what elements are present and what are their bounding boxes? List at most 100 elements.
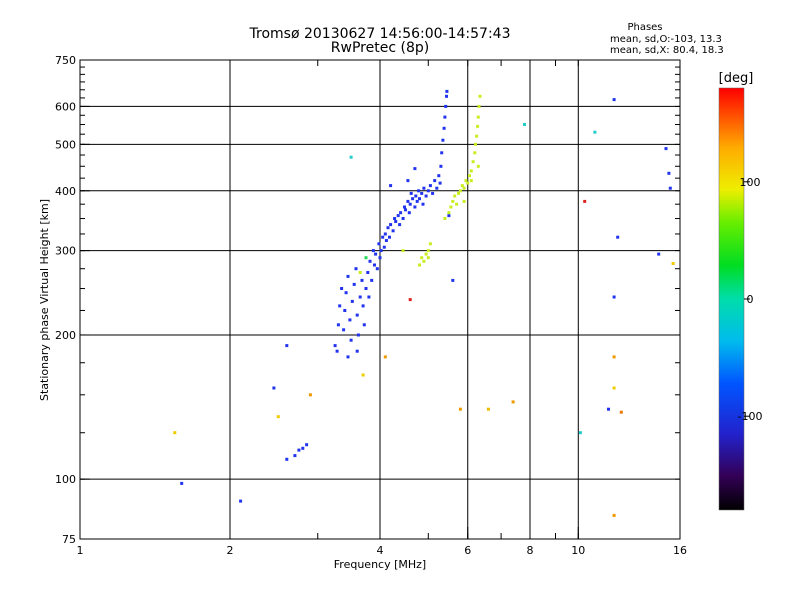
plot-frame: [79, 59, 681, 540]
data-point: [457, 191, 460, 195]
data-point: [437, 174, 441, 178]
x-tick-label: 6: [464, 544, 471, 557]
data-point: [349, 338, 353, 342]
data-point: [664, 147, 668, 151]
data-point: [370, 278, 374, 282]
chart-subtitle: RwPretec (8p): [330, 40, 430, 56]
data-point: [426, 189, 430, 193]
data-point: [443, 115, 447, 119]
y-tick-label: 400: [55, 185, 76, 198]
chart-title: Tromsø 20130627 14:56:00-14:57:43: [249, 26, 511, 42]
data-point: [394, 220, 398, 223]
y-tick-label: 500: [55, 138, 76, 151]
data-point: [443, 217, 447, 220]
data-point: [612, 386, 616, 390]
data-point: [401, 249, 405, 253]
phase-stats-x-mean: 80.4: [672, 45, 696, 56]
data-point: [426, 249, 430, 253]
data-point: [378, 256, 382, 260]
data-point: [361, 304, 365, 308]
data-point: [671, 262, 675, 265]
data-point: [352, 282, 356, 286]
data-point: [401, 217, 405, 220]
data-point: [578, 431, 582, 435]
data-point: [350, 299, 354, 303]
data-point: [407, 211, 411, 215]
x-tick-label: 4: [377, 544, 384, 557]
data-point: [366, 271, 370, 274]
data-point: [358, 271, 362, 274]
data-point: [373, 263, 376, 267]
data-point: [383, 232, 387, 236]
data-point: [389, 184, 393, 188]
data-point: [374, 252, 378, 256]
data-point: [388, 235, 391, 239]
data-point: [301, 446, 305, 450]
data-point: [612, 513, 616, 517]
data-point: [344, 291, 348, 295]
x-tick-label: 8: [527, 544, 534, 557]
x-axis-label: Frequency [MHz]: [334, 558, 426, 571]
data-point: [293, 454, 297, 458]
data-point: [406, 199, 410, 203]
colorbar-label: [deg]: [719, 71, 754, 86]
data-point: [619, 410, 623, 414]
data-point: [361, 373, 365, 377]
data-point: [409, 191, 413, 195]
y-tick-label: 200: [55, 329, 76, 342]
data-point: [413, 205, 417, 209]
data-point: [408, 202, 412, 206]
data-point: [426, 256, 430, 260]
data-point: [462, 199, 466, 203]
data-point: [445, 94, 448, 98]
data-point: [462, 186, 466, 190]
data-point: [444, 104, 448, 108]
y-tick-label: 75: [62, 533, 76, 546]
phase-stats-o-sd: 13.3: [699, 34, 722, 45]
data-point: [342, 328, 346, 332]
data-point: [469, 179, 473, 183]
data-point: [593, 130, 597, 134]
phase-stats-o-mean: -103: [670, 34, 694, 45]
colorbar: [719, 88, 744, 510]
y-axis-label: Stationary phase Virtual Height [km]: [38, 199, 51, 401]
data-point: [486, 407, 490, 411]
data-point: [478, 94, 482, 98]
data-point: [424, 252, 428, 256]
data-point: [396, 214, 400, 218]
data-point: [415, 199, 419, 203]
data-point: [340, 287, 344, 290]
data-point: [404, 208, 407, 212]
data-point: [239, 499, 243, 503]
data-point: [308, 393, 312, 397]
data-point: [476, 115, 480, 119]
data-point: [346, 355, 350, 359]
data-point: [428, 242, 432, 246]
data-point: [442, 126, 446, 130]
data-point: [364, 256, 368, 260]
data-point: [607, 407, 610, 411]
data-point: [440, 151, 444, 155]
data-point: [393, 217, 397, 220]
data-point: [386, 226, 390, 230]
x-tick-label: 1: [77, 544, 84, 557]
data-point: [612, 355, 616, 359]
data-point: [458, 407, 462, 411]
data-point: [447, 211, 451, 215]
data-point: [441, 138, 445, 142]
data-point: [612, 295, 616, 299]
data-point: [333, 344, 337, 348]
data-point: [391, 229, 395, 233]
data-point: [420, 256, 424, 260]
data-point: [476, 124, 480, 128]
data-point: [336, 323, 340, 327]
phase-stats-x-sd: 18.3: [701, 45, 724, 56]
data-point: [477, 104, 481, 108]
x-tick-label: 10: [571, 544, 585, 557]
data-point: [460, 184, 464, 188]
data-point: [476, 164, 480, 168]
data-point: [418, 197, 421, 201]
data-point: [360, 278, 364, 282]
data-point: [362, 323, 366, 327]
data-point: [403, 205, 406, 209]
